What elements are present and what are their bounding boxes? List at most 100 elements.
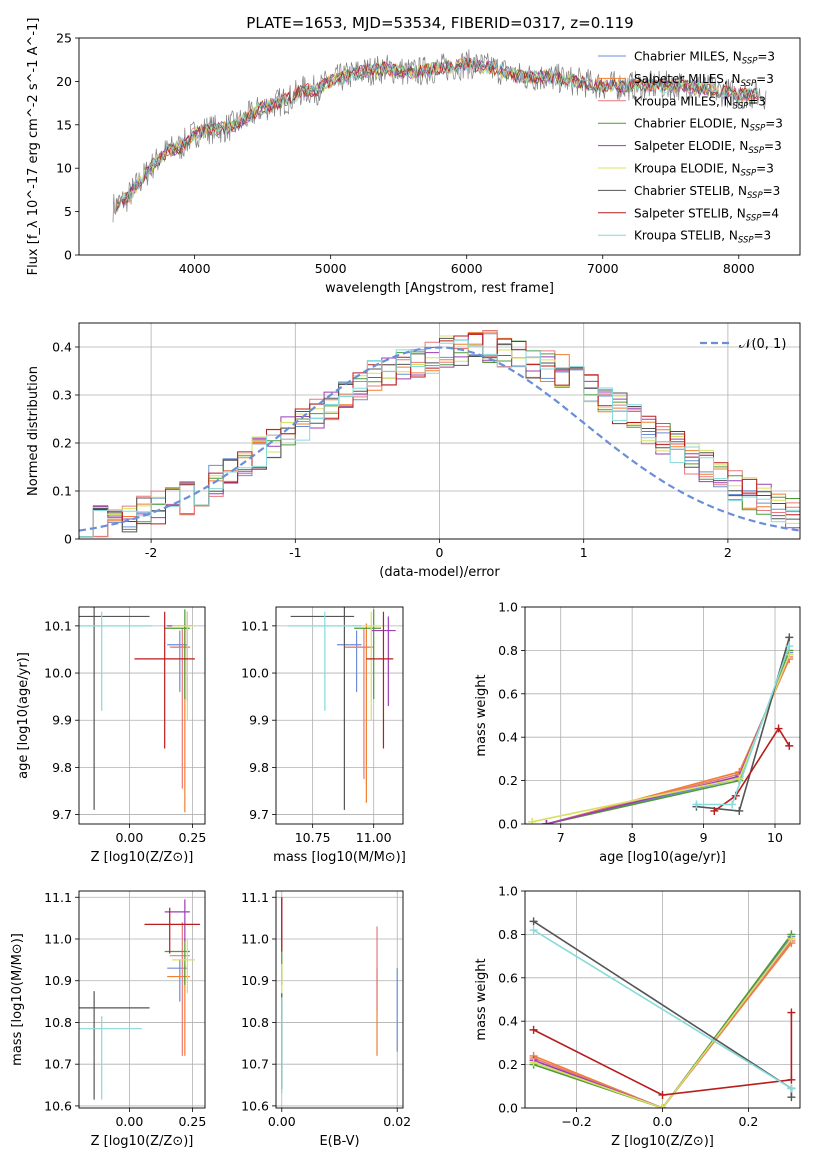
x-tick-label: 0.00 bbox=[268, 1114, 296, 1129]
y-tick-label: 25 bbox=[56, 31, 72, 46]
x-axis-label: Z [log10(Z/Z⊙)] bbox=[91, 1134, 194, 1149]
y-tick-label: 11.1 bbox=[44, 890, 72, 905]
x-axis-label: (data-model)/error bbox=[379, 565, 500, 580]
legend-value: =3 bbox=[756, 72, 774, 86]
x-axis-label: Z [log10(Z/Z⊙)] bbox=[91, 850, 194, 865]
errorbar-chabrier-elodie bbox=[354, 609, 382, 699]
weight-point bbox=[529, 926, 538, 935]
y-tick-label: 0.0 bbox=[498, 1101, 518, 1116]
spectrum-frame bbox=[78, 37, 801, 256]
legend-label: Salpeter ELODIE, NSSP=3 bbox=[634, 139, 782, 156]
residuals-frame bbox=[78, 322, 801, 540]
weight-point bbox=[785, 633, 794, 642]
weight-point bbox=[787, 1075, 796, 1084]
weight-point bbox=[529, 1025, 538, 1034]
x-tick-label: −0.2 bbox=[561, 1114, 591, 1129]
errorbar-salpeter-stelib bbox=[134, 611, 195, 749]
errorbar-salpeter-stelib bbox=[366, 611, 394, 749]
errorbar-kroupa-miles bbox=[169, 922, 190, 1056]
y-tick-label: 5 bbox=[64, 204, 72, 219]
errorbar-kroupa-stelib bbox=[79, 611, 153, 711]
legend-subscript: SSP bbox=[747, 191, 763, 201]
legend-value: =3 bbox=[765, 117, 783, 131]
legend-value: =3 bbox=[764, 139, 782, 153]
x-tick-label: 0.00 bbox=[115, 1114, 143, 1129]
legend-subscript: SSP bbox=[741, 79, 757, 89]
legend-gaussian-label: 𝒩(0, 1) bbox=[739, 337, 786, 352]
y-tick-label: 0.3 bbox=[52, 388, 72, 403]
weight-series-kroupa-stelib bbox=[692, 642, 794, 809]
x-axis-label: E(B-V) bbox=[319, 1134, 359, 1149]
weight-point bbox=[787, 934, 796, 943]
legend-subscript: SSP bbox=[750, 124, 766, 134]
legend-label: Chabrier STELIB, NSSP=3 bbox=[634, 184, 780, 201]
y-tick-label: 0 bbox=[64, 248, 72, 263]
weight-point bbox=[785, 642, 794, 651]
histogram-kroupa-stelib bbox=[79, 339, 800, 539]
errorbar-kroupa-stelib bbox=[79, 1016, 142, 1100]
y-tick-label: 10.8 bbox=[44, 1015, 72, 1030]
y-tick-label: 1.0 bbox=[498, 884, 518, 899]
y-tick-label: 0.8 bbox=[498, 643, 518, 658]
mass-vs-EBV-errorbars bbox=[281, 897, 398, 1094]
y-tick-label: 0.8 bbox=[498, 927, 518, 942]
x-tick-label: 10.75 bbox=[295, 830, 331, 845]
age-vs-mass-axes: 10.75 11.00 9.7 9.8 9.9 10.0 10.1 mass [log10(M… bbox=[241, 607, 406, 865]
y-tick-label: 20 bbox=[56, 74, 72, 89]
weight-point bbox=[710, 806, 719, 815]
weight-point bbox=[658, 1090, 667, 1099]
legend-label: Salpeter MILES, NSSP=3 bbox=[634, 72, 774, 89]
x-tick-label: 7 bbox=[557, 830, 565, 845]
mass-vs-EBV-frame bbox=[275, 890, 404, 1109]
weight-vs-age-frame bbox=[524, 606, 801, 825]
x-tick-label: 10 bbox=[767, 830, 783, 845]
x-tick-label: 9 bbox=[700, 830, 708, 845]
weight-point bbox=[787, 1093, 796, 1102]
legend-label: Chabrier MILES, NSSP=3 bbox=[634, 50, 775, 67]
y-tick-label: 9.9 bbox=[52, 713, 72, 728]
weight-point bbox=[528, 817, 537, 824]
y-tick-label: 9.8 bbox=[52, 760, 72, 775]
spectrum-lines bbox=[112, 49, 767, 223]
y-tick-label: 10.9 bbox=[44, 973, 72, 988]
errorbar-kroupa-miles bbox=[169, 628, 190, 789]
errorbar-chabrier-miles bbox=[337, 630, 362, 692]
weight-point bbox=[658, 1104, 667, 1108]
legend-subscript: SSP bbox=[748, 146, 764, 156]
y-tick-label: 10.6 bbox=[44, 1098, 72, 1113]
x-tick-label: 4000 bbox=[179, 261, 211, 276]
weight-line bbox=[533, 940, 793, 1108]
y-tick-label: 0.2 bbox=[498, 1057, 518, 1072]
age-vs-Z-errorbars bbox=[79, 607, 195, 813]
errorbar-salpeter-elodie bbox=[164, 899, 190, 942]
y-tick-label: 10.7 bbox=[44, 1057, 72, 1072]
weight-line bbox=[533, 929, 792, 1090]
y-tick-label: 9.8 bbox=[249, 760, 269, 775]
x-tick-label: -2 bbox=[145, 545, 157, 560]
y-tick-label: 10.9 bbox=[241, 973, 269, 988]
y-tick-label: 0.1 bbox=[52, 484, 72, 499]
x-axis-label: mass [log10(M/M⊙)] bbox=[273, 850, 406, 865]
y-tick-label: 0.2 bbox=[52, 436, 72, 451]
weight-point bbox=[692, 800, 701, 809]
y-tick-label: 9.7 bbox=[52, 807, 72, 822]
errorbar-chabrier-elodie bbox=[164, 609, 190, 699]
y-tick-label: 10.1 bbox=[241, 618, 269, 633]
y-tick-label: 15 bbox=[56, 117, 72, 132]
y-tick-label: 10.0 bbox=[241, 666, 269, 681]
weight-line bbox=[533, 933, 793, 1108]
x-tick-label: -1 bbox=[289, 545, 301, 560]
y-tick-label: 1.0 bbox=[498, 600, 518, 615]
mass-vs-Z-errorbars bbox=[79, 899, 200, 1100]
y-tick-label: 11.0 bbox=[44, 931, 72, 946]
x-tick-label: 0.25 bbox=[178, 830, 206, 845]
y-tick-label: 10.7 bbox=[241, 1057, 269, 1072]
x-tick-label: 5000 bbox=[315, 261, 347, 276]
y-tick-label: 10 bbox=[56, 161, 72, 176]
y-axis-label: age [log10(age/yr)] bbox=[16, 652, 31, 779]
plots-layer: 4000 5000 6000 7000 80000510152025wavelength… bbox=[10, 18, 801, 1149]
age-vs-Z-axes: 0.00 0.25 9.7 9.8 9.9 10.0 10.1 Z [log10(Z/Z⊙)]… bbox=[16, 607, 206, 865]
y-tick-label: 9.9 bbox=[249, 713, 269, 728]
x-tick-label: 6000 bbox=[451, 261, 483, 276]
